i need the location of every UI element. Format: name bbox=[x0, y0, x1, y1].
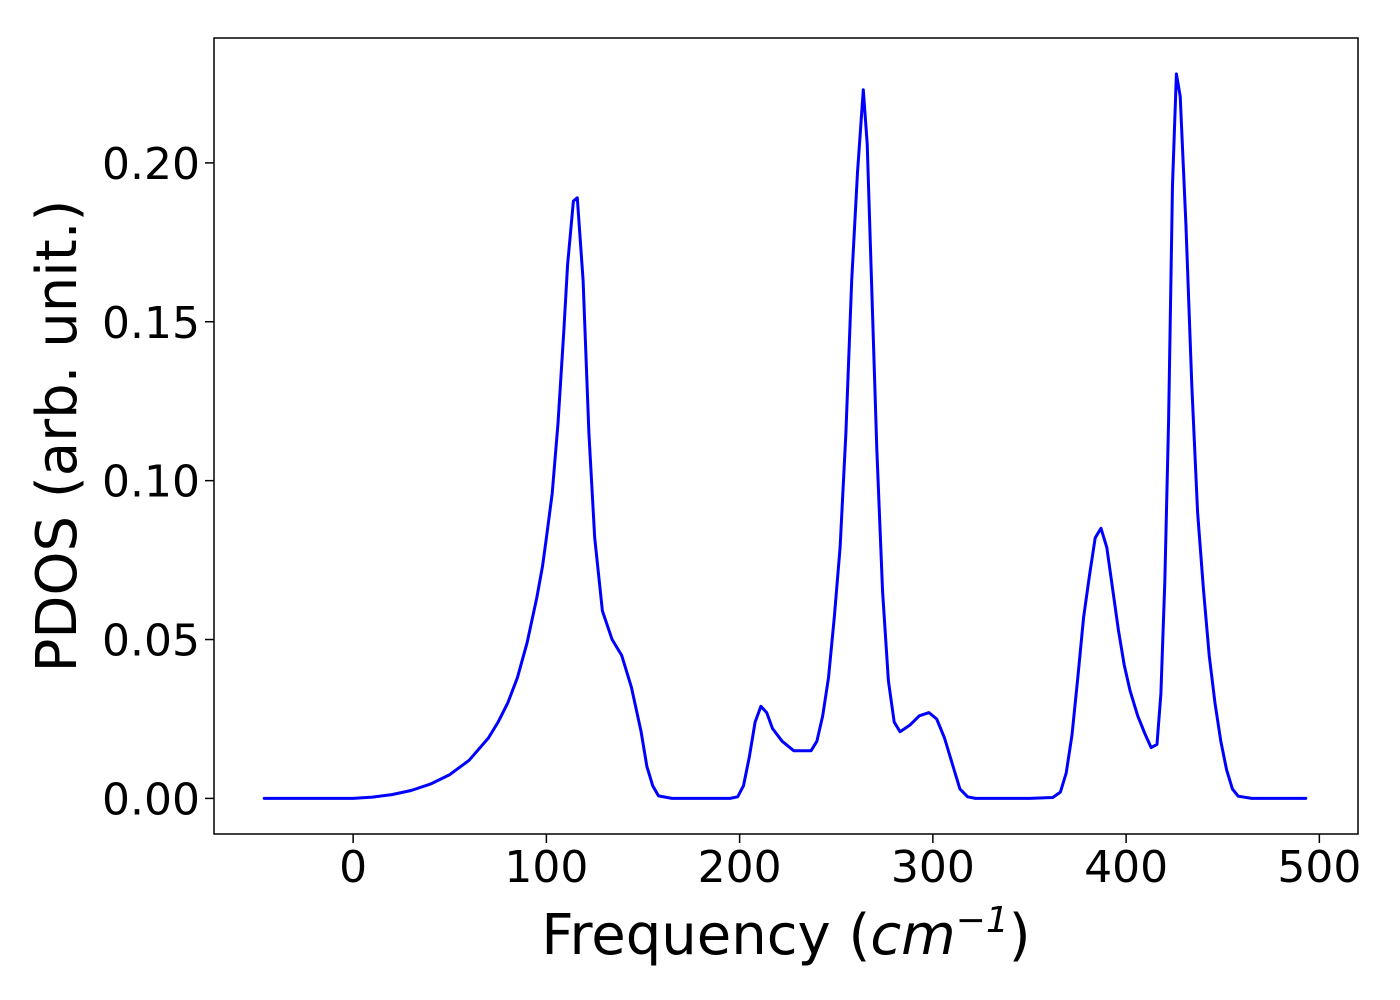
y-tick-label: 0.20 bbox=[102, 139, 200, 190]
x-tick-label: 200 bbox=[698, 842, 782, 893]
x-tick-label: 0 bbox=[339, 842, 367, 893]
y-axis-title: PDOS (arb. unit.) bbox=[25, 200, 90, 673]
x-tick-label: 300 bbox=[891, 842, 975, 893]
x-tick-label: 400 bbox=[1084, 842, 1168, 893]
y-tick-label: 0.10 bbox=[102, 457, 200, 508]
x-axis-ticks: 0 100 200 300 400 500 bbox=[339, 834, 1361, 893]
pdos-series-line bbox=[262, 72, 1308, 800]
y-tick-label: 0.05 bbox=[102, 616, 200, 667]
y-tick-label: 0.15 bbox=[102, 298, 200, 349]
plot-area-frame bbox=[213, 37, 1359, 835]
y-tick-label: 0.00 bbox=[102, 774, 200, 825]
y-axis-ticks: 0.00 0.05 0.10 0.15 0.20 bbox=[102, 139, 214, 825]
x-tick-label: 500 bbox=[1277, 842, 1361, 893]
x-axis-title: Frequency (cm−1) bbox=[541, 900, 1030, 968]
x-tick-label: 100 bbox=[504, 842, 588, 893]
